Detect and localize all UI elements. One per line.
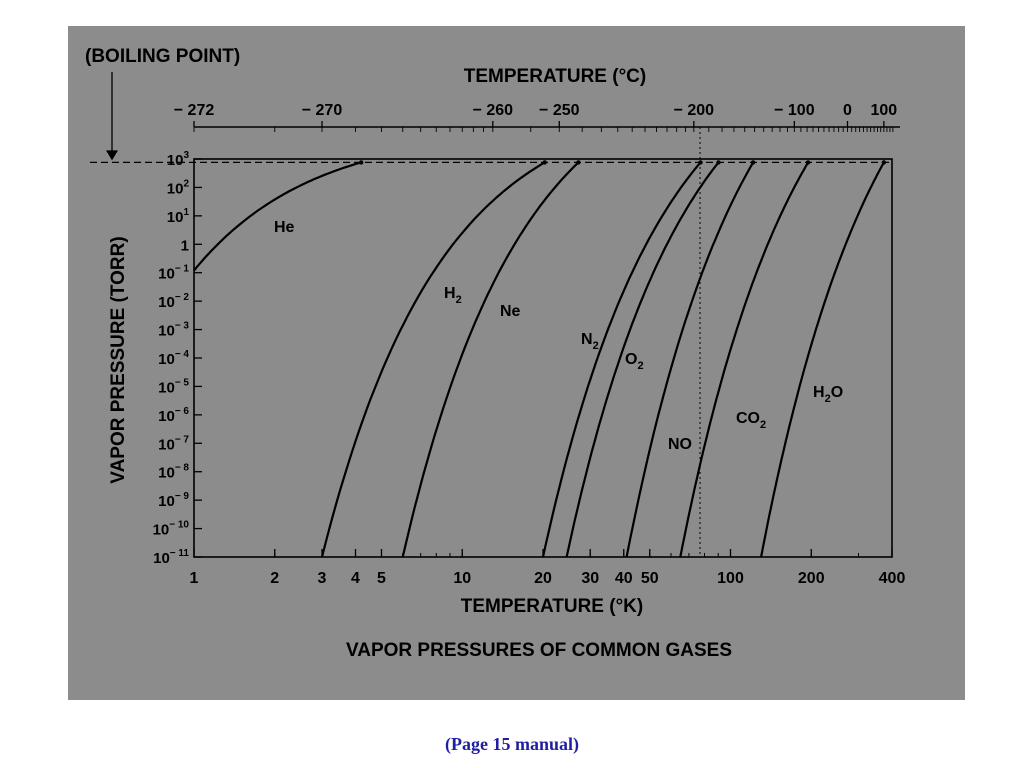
x-tick-label: 40 [615,570,633,587]
celsius-tick-label: − 100 [774,102,815,119]
x-tick-label: 20 [534,570,552,587]
boiling-point-arrowhead [106,150,118,161]
series-label-h2o: H2O [813,384,843,405]
x-tick-label: 100 [717,570,744,587]
y-tick-label: 10− 7 [158,434,189,453]
series-label-ne: Ne [500,303,521,320]
plot-frame [193,158,893,558]
x-tick-label: 30 [581,570,599,587]
y-tick-label: 103 [167,150,190,169]
series-label-n2: N2 [581,331,599,352]
celsius-tick-label: − 200 [674,102,715,119]
series-label-he: He [274,219,295,236]
x-tick-label: 10 [453,570,471,587]
y-tick-label: 10− 9 [158,491,189,510]
y-tick-label: 10− 3 [158,321,189,340]
x-axis-title: TEMPERATURE (°K) [461,596,643,617]
x-tick-label: 4 [351,570,360,587]
curve-h2o [760,161,885,558]
boiling-point-mark-co2 [805,160,811,165]
series-label-no: NO [668,436,692,453]
boiling-point-mark-no [750,160,756,165]
celsius-tick-label: 100 [871,102,898,119]
chart-title: VAPOR PRESSURES OF COMMON GASES [346,640,732,661]
x-tick-label: 3 [318,570,327,587]
celsius-tick-label: − 272 [174,102,215,119]
x-tick-label: 400 [879,570,906,587]
x-tick-label: 2 [270,570,279,587]
series-label-h2: H2 [444,285,462,306]
curve-ne [401,161,580,558]
y-tick-label: 10− 1 [158,264,189,283]
celsius-axis-title: TEMPERATURE (°C) [464,66,646,87]
page-caption: (Page 15 manual) [445,734,579,754]
y-tick-label: 10− 11 [153,548,189,567]
curve-he [193,161,362,272]
boiling-point-mark-h2o [881,160,887,165]
curve-n2 [541,161,702,558]
celsius-tick-label: 0 [843,102,852,119]
boiling-point-mark-he [358,160,364,165]
x-tick-label: 1 [190,570,199,587]
y-tick-label: 101 [167,207,190,226]
y-tick-label: 102 [167,178,190,197]
y-tick-label: 1 [181,237,189,254]
celsius-tick-label: − 270 [302,102,343,119]
boiling-point-mark-o2 [716,160,721,165]
x-tick-label: 5 [377,570,386,587]
y-tick-label: 10− 8 [158,463,189,482]
y-tick-label: 10− 10 [153,520,190,539]
boiling-point-mark-n2 [698,160,703,165]
x-tick-label: 200 [798,570,825,587]
boiling-point-label: (BOILING POINT) [85,46,240,67]
series-label-co2: CO2 [736,410,766,431]
curve-o2 [565,161,720,558]
y-tick-label: 10− 5 [158,377,189,396]
y-tick-label: 10− 4 [158,349,189,368]
curve-no [625,161,755,558]
curve-co2 [679,161,810,558]
curve-h2 [320,161,546,558]
x-tick-label: 50 [641,570,659,587]
y-tick-label: 10− 6 [158,406,189,425]
boiling-point-mark-h2 [542,160,547,165]
celsius-tick-label: − 250 [539,102,580,119]
y-axis-title: VAPOR PRESSURE (TORR) [108,236,129,483]
series-label-o2: O2 [625,351,644,372]
boiling-point-mark-ne [576,160,581,165]
celsius-tick-label: − 260 [473,102,514,119]
y-tick-label: 10− 2 [158,292,189,311]
